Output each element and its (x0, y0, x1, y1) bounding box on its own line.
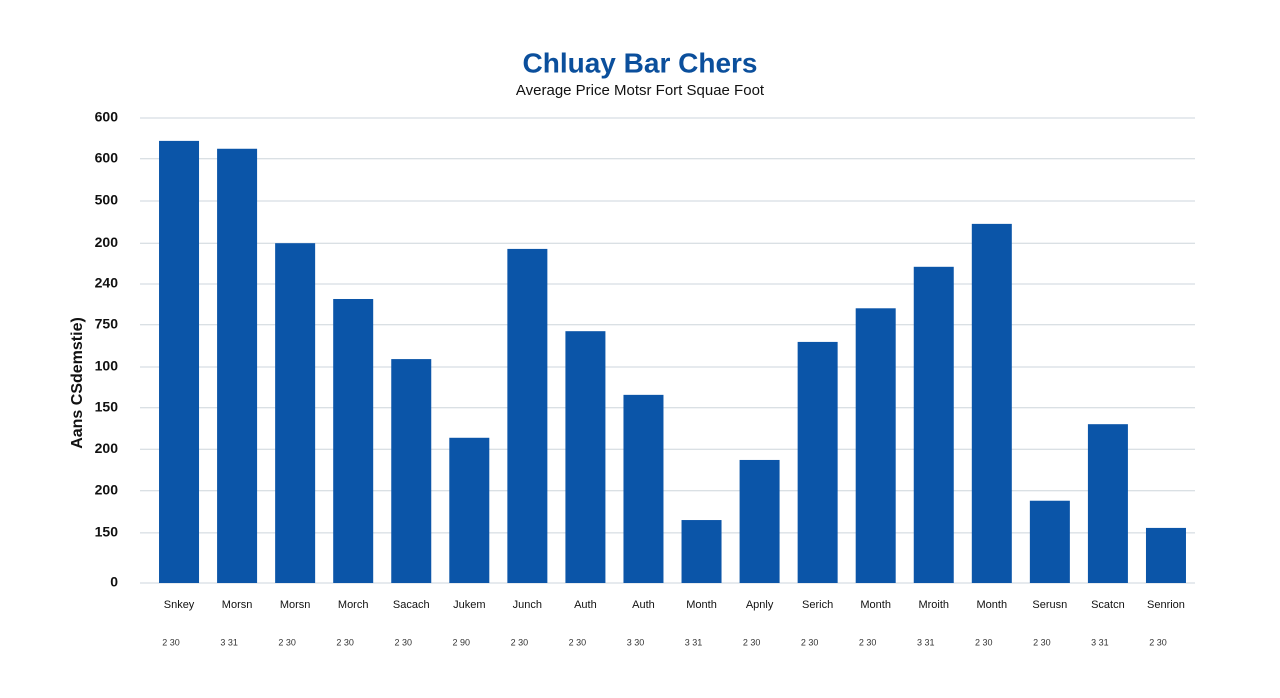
y-tick-label: 600 (95, 109, 119, 125)
bar (217, 148, 258, 583)
x-tick-label: Sacach (393, 599, 430, 611)
x-tick-label: Morsn (222, 599, 253, 611)
bar (333, 298, 374, 583)
y-axis-label: Aans CSdemstie) (69, 317, 86, 449)
bar (1145, 527, 1186, 583)
x-tick-label: Apnly (746, 599, 774, 611)
x-tick-label: Auth (574, 599, 597, 611)
x-tick-sublabel: 3 31 (685, 637, 703, 647)
x-tick-sublabel: 3 31 (917, 637, 935, 647)
y-tick-label: 0 (110, 574, 118, 590)
bar (391, 359, 432, 583)
bar (449, 437, 490, 583)
x-tick-sublabel: 2 30 (859, 637, 877, 647)
bar (159, 140, 200, 583)
x-tick-sublabel: 3 30 (627, 637, 645, 647)
y-tick-label: 200 (95, 440, 119, 456)
x-tick-sublabel: 2 30 (511, 637, 529, 647)
x-tick-label: Junch (513, 599, 542, 611)
bar (913, 266, 954, 583)
x-tick-label: Month (686, 599, 717, 611)
y-tick-label: 500 (95, 192, 119, 208)
y-tick-label: 240 (95, 275, 119, 291)
x-tick-label: Auth (632, 599, 655, 611)
bar (681, 520, 722, 583)
y-tick-label: 600 (95, 149, 119, 165)
x-tick-sublabel: 2 30 (569, 637, 587, 647)
y-tick-label: 150 (95, 398, 119, 414)
x-tick-sublabel: 2 30 (1149, 637, 1167, 647)
x-tick-label: Senrion (1147, 599, 1185, 611)
x-tick-sublabel: 2 90 (453, 637, 471, 647)
bar (1029, 500, 1070, 583)
y-tick-label: 100 (95, 358, 119, 374)
x-tick-sublabel: 2 30 (975, 637, 993, 647)
x-tick-label: Morch (338, 599, 369, 611)
chart-title: Chluay Bar Chers (523, 47, 758, 78)
x-tick-sublabel: 2 30 (801, 637, 819, 647)
x-tick-label: Month (977, 599, 1008, 611)
bar (971, 223, 1012, 583)
y-tick-label: 150 (95, 524, 119, 540)
bar (275, 243, 316, 583)
y-tick-label: 200 (95, 234, 119, 250)
x-tick-label: Scatcn (1091, 599, 1125, 611)
x-tick-label: Jukem (453, 599, 485, 611)
x-tick-label: Morsn (280, 599, 311, 611)
bar (507, 248, 548, 583)
bar (797, 341, 838, 583)
x-tick-sublabel: 3 31 (1091, 637, 1109, 647)
bar (565, 331, 606, 583)
x-tick-sublabel: 2 30 (162, 637, 180, 647)
chart-subtitle: Average Price Motsr Fort Squae Foot (516, 82, 765, 99)
y-tick-label: 750 (95, 315, 119, 331)
bar (739, 459, 780, 583)
x-tick-label: Snkey (164, 599, 195, 611)
x-tick-sublabel: 2 30 (743, 637, 761, 647)
bar (1087, 424, 1128, 583)
bar (623, 394, 664, 583)
x-tick-sublabel: 2 30 (336, 637, 354, 647)
x-tick-label: Serusn (1032, 599, 1067, 611)
x-tick-sublabel: 2 30 (278, 637, 296, 647)
x-tick-label: Month (860, 599, 891, 611)
x-tick-sublabel: 3 31 (220, 637, 238, 647)
y-tick-label: 200 (95, 481, 119, 497)
x-tick-label: Serich (802, 599, 833, 611)
x-tick-sublabel: 2 30 (394, 637, 412, 647)
x-tick-label: Mroith (918, 599, 949, 611)
x-tick-sublabel: 2 30 (1033, 637, 1051, 647)
bar (855, 308, 896, 583)
